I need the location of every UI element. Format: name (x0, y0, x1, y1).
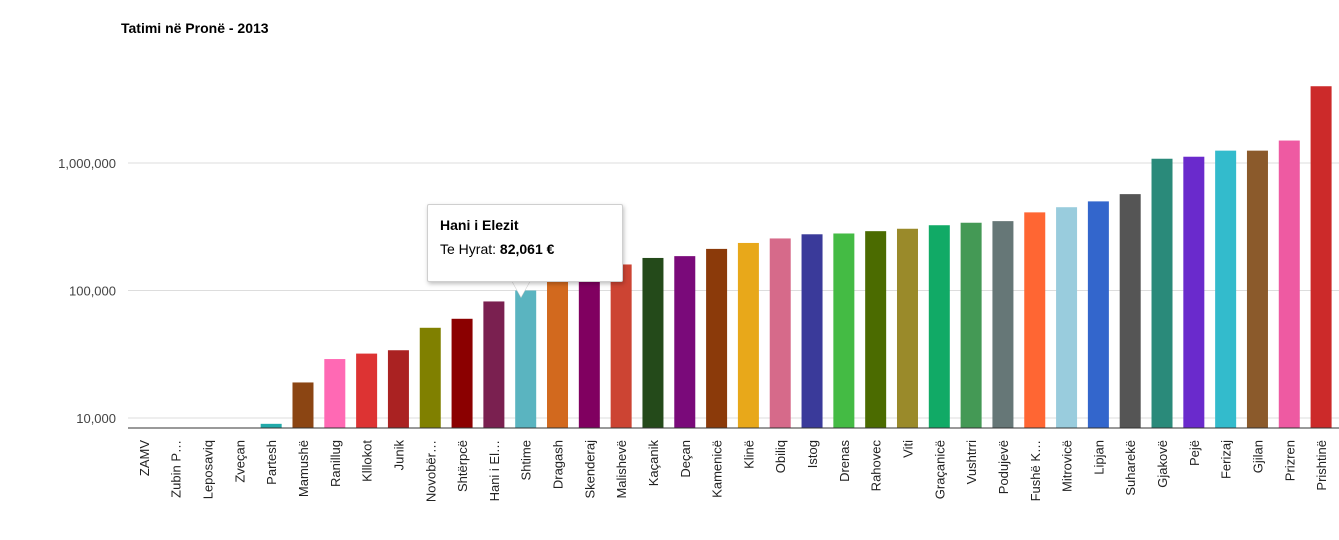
tooltip: Hani i Elezit Te Hyrat: 82,061 € (427, 204, 623, 282)
x-tick-label: Rahovec (869, 440, 884, 492)
x-tick-label: Novobër… (423, 440, 438, 502)
y-tick-label: 10,000 (76, 411, 116, 426)
bar[interactable] (706, 248, 728, 428)
bar[interactable] (483, 301, 505, 428)
x-tick-label: Podujevë (996, 440, 1011, 494)
x-tick-label: Fushë K… (1028, 440, 1043, 501)
x-tick-label: ZAMV (137, 440, 152, 476)
tooltip-title: Hani i Elezit (440, 217, 519, 233)
x-tick-label: Mamushë (296, 440, 311, 497)
x-tick-label: Pejë (1187, 440, 1202, 466)
bar[interactable] (865, 231, 887, 428)
y-tick-label: 100,000 (69, 284, 116, 299)
bar[interactable] (324, 359, 346, 428)
bar[interactable] (387, 350, 409, 428)
x-tick-label: Malishevë (614, 440, 629, 499)
x-tick-label: Lipjan (1091, 440, 1106, 475)
bars (260, 86, 1332, 429)
bar[interactable] (1119, 194, 1141, 428)
bar[interactable] (547, 280, 569, 428)
bar[interactable] (674, 256, 696, 428)
x-tick-label: Ferizaj (1219, 440, 1234, 479)
tooltip-tail (512, 281, 530, 297)
x-tick-label: Junik (391, 440, 406, 471)
x-tick-label: Shtime (519, 440, 534, 480)
x-tick-label: Kaçanik (646, 440, 661, 487)
x-tick-label: Gjilan (1250, 440, 1265, 473)
x-tick-label: Ranillug (328, 440, 343, 487)
bar[interactable] (960, 222, 982, 428)
tooltip-label: Te Hyrat: (440, 241, 497, 257)
bar[interactable] (992, 221, 1014, 428)
bar[interactable] (515, 290, 537, 429)
y-axis-ticks: 10,000 100,000 1,000,000 (58, 156, 116, 426)
x-tick-label: Klllokot (360, 440, 375, 482)
bar[interactable] (769, 238, 791, 428)
bar[interactable] (1151, 158, 1173, 428)
chart-title: Tatimi në Pronë - 2013 (121, 20, 269, 36)
bar[interactable] (260, 423, 282, 428)
x-tick-label: Leposaviq (201, 440, 216, 499)
bar[interactable] (928, 225, 950, 428)
x-tick-label: Hani i El… (487, 440, 502, 501)
bar[interactable] (292, 382, 314, 428)
x-tick-label: Dragash (551, 440, 566, 489)
x-tick-label: Partesh (264, 440, 279, 485)
x-tick-label: Klinë (741, 440, 756, 469)
bar[interactable] (356, 353, 378, 428)
x-axis-ticks: ZAMV Zubin P… Leposaviq Zveçan Partesh Mamush… (137, 440, 1329, 503)
bar[interactable] (801, 234, 823, 428)
bar[interactable] (1056, 207, 1078, 428)
x-tick-label: Graçanicë (932, 440, 947, 499)
x-tick-label: Gjakovë (1155, 440, 1170, 488)
x-tick-label: Mitrovicë (1060, 440, 1075, 492)
bar[interactable] (1246, 150, 1268, 428)
x-tick-label: Prishtinë (1314, 440, 1329, 491)
x-tick-label: Shtërpcë (455, 440, 470, 492)
x-tick-label: Deçan (678, 440, 693, 478)
bar[interactable] (642, 257, 664, 428)
bar[interactable] (1215, 150, 1237, 428)
bar[interactable] (1310, 86, 1332, 428)
bar[interactable] (1183, 156, 1205, 428)
bar[interactable] (896, 228, 918, 428)
x-tick-label: Skenderaj (582, 440, 597, 499)
bar[interactable] (1278, 140, 1300, 428)
x-tick-label: Suharekë (1123, 440, 1138, 496)
bar[interactable] (1087, 201, 1109, 428)
x-tick-label: Zveçan (232, 440, 247, 483)
x-tick-label: Prizren (1282, 440, 1297, 481)
bar[interactable] (737, 242, 759, 428)
tooltip-value: 82,061 € (499, 241, 555, 257)
x-tick-label: Obiliq (773, 440, 788, 473)
bar[interactable] (833, 233, 855, 428)
bar[interactable] (451, 318, 473, 428)
bar[interactable] (578, 271, 600, 428)
x-tick-label: Vushtrri (964, 440, 979, 484)
x-tick-label: Drenas (837, 440, 852, 482)
x-tick-label: Viti (900, 440, 915, 458)
x-tick-label: Kamenicë (710, 440, 725, 498)
bar[interactable] (610, 264, 632, 428)
x-tick-label: Istog (805, 440, 820, 468)
y-tick-label: 1,000,000 (58, 156, 116, 171)
bar[interactable] (1024, 212, 1046, 428)
bar[interactable] (419, 327, 441, 428)
x-tick-label: Zubin P… (169, 440, 184, 498)
